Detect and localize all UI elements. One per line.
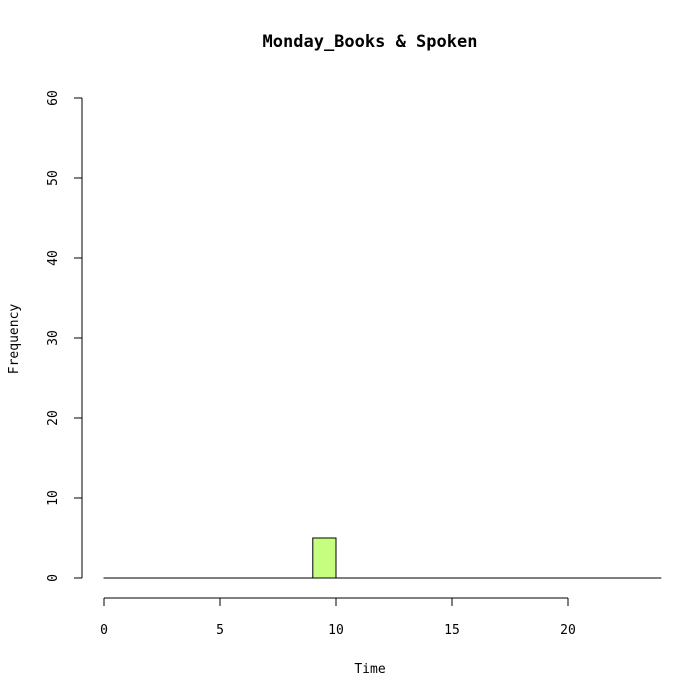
y-tick-label: 0 — [46, 574, 61, 582]
y-tick-label: 60 — [46, 90, 61, 106]
x-tick-label: 15 — [444, 623, 460, 638]
y-tick-label: 40 — [46, 250, 61, 266]
x-tick-label: 10 — [328, 623, 344, 638]
y-tick-label: 10 — [46, 490, 61, 506]
x-axis-label: Time — [354, 662, 385, 677]
y-tick-label: 20 — [46, 410, 61, 426]
chart-title: Monday_Books & Spoken — [263, 32, 478, 52]
y-tick-label: 30 — [46, 330, 61, 346]
x-tick-label: 20 — [560, 623, 576, 638]
x-tick-label: 5 — [216, 623, 224, 638]
plot-area: 0 10 20 30 40 50 60 0 5 10 15 20 — [46, 90, 662, 638]
histogram-bar — [312, 537, 337, 579]
y-tick-label: 50 — [46, 170, 61, 186]
y-axis-label: Frequency — [7, 304, 22, 375]
x-tick-label: 0 — [100, 623, 108, 638]
